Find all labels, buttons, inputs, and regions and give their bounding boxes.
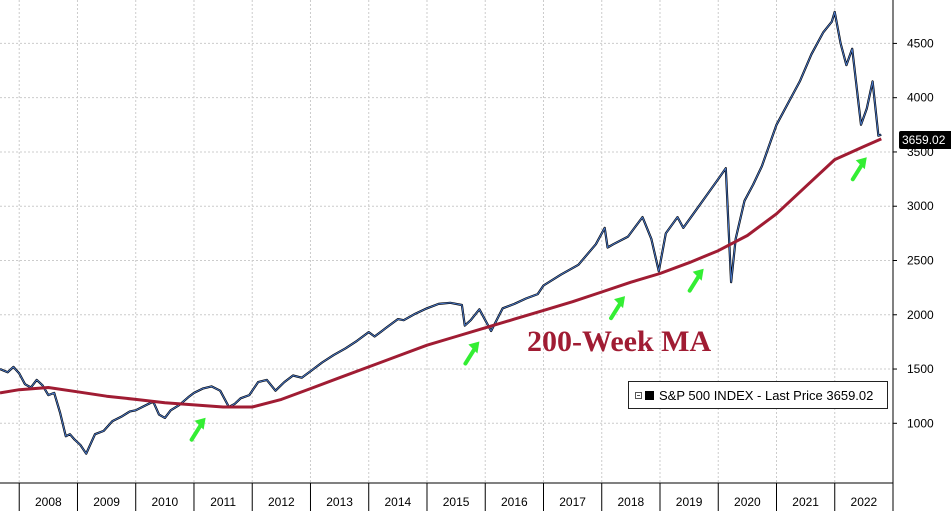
x-tick-label: 2020: [734, 495, 761, 509]
x-tick-label: 2008: [35, 495, 62, 509]
y-tick-label: 1500: [907, 362, 934, 376]
arrow-shaft: [687, 272, 702, 293]
green-arrow-icon: [189, 417, 206, 442]
y-tick-label: 2500: [907, 253, 934, 267]
legend-label: S&P 500 INDEX - Last Price 3659.02: [659, 387, 874, 403]
green-arrow-icon: [687, 268, 704, 293]
legend-toggle-icon[interactable]: [635, 391, 642, 399]
ma-annotation-label: 200-Week MA: [527, 325, 712, 358]
x-tick-label: 2016: [501, 495, 528, 509]
arrow-shaft: [850, 161, 865, 182]
x-tick-labels: 2008 2009 2010 2011 2012 2013 2014 2015 2016 2017…: [35, 495, 878, 509]
arrow-head: [194, 417, 206, 430]
y-tick-label: 4000: [907, 91, 934, 105]
ma-series-line: [0, 137, 882, 409]
last-price-tag: 3659.02: [899, 131, 951, 149]
series-layer: [0, 10, 882, 455]
x-tick-label: 2022: [851, 495, 878, 509]
axis-layer: [0, 0, 897, 511]
x-tick-label: 2015: [443, 495, 470, 509]
y-tick-label: 4500: [907, 36, 934, 50]
x-tick-label: 2013: [326, 495, 353, 509]
x-tick-label: 2021: [792, 495, 819, 509]
arrow-head: [468, 341, 480, 354]
green-arrow-icon: [850, 157, 867, 182]
price-series-line: [0, 11, 882, 455]
green-arrow-icon: [463, 341, 480, 366]
x-tick-label: 2018: [618, 495, 645, 509]
arrow-head: [855, 157, 867, 170]
grid-layer: [0, 0, 893, 483]
green-arrow-icon: [609, 296, 626, 321]
y-tick-label: 3000: [907, 199, 934, 213]
chart-legend[interactable]: S&P 500 INDEX - Last Price 3659.02: [628, 381, 888, 409]
legend-swatch: [645, 390, 654, 400]
arrow-shaft: [463, 345, 478, 366]
arrow-shaft: [609, 300, 624, 321]
x-tick-label: 2012: [268, 495, 295, 509]
x-tick-label: 2010: [152, 495, 179, 509]
arrow-head: [614, 296, 626, 309]
y-tick-label: 2000: [907, 308, 934, 322]
x-tick-label: 2017: [559, 495, 586, 509]
x-tick-label: 2009: [93, 495, 120, 509]
arrow-layer: [189, 157, 867, 442]
arrow-head: [692, 268, 704, 281]
x-tick-label: 2014: [385, 495, 412, 509]
y-tick-label: 1000: [907, 416, 934, 430]
x-tick-label: 2011: [210, 495, 236, 509]
x-tick-label: 2019: [676, 495, 703, 509]
arrow-shaft: [189, 421, 204, 442]
